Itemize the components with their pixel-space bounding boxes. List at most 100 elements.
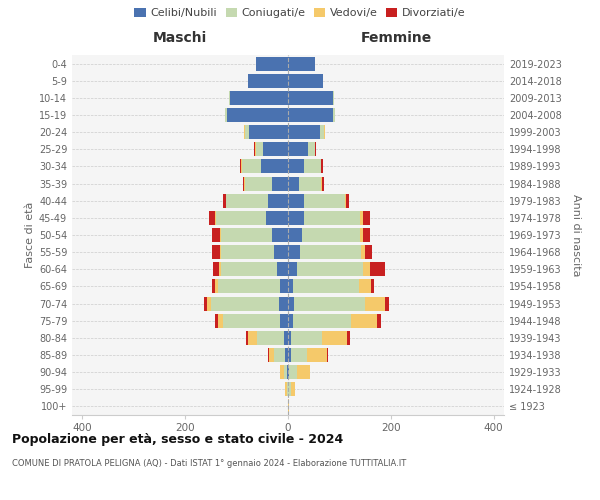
Bar xyxy=(361,245,365,259)
Bar xyxy=(215,211,216,225)
Bar xyxy=(288,314,293,328)
Bar xyxy=(377,314,380,328)
Bar xyxy=(204,296,207,310)
Bar xyxy=(288,74,323,88)
Bar xyxy=(297,262,363,276)
Bar xyxy=(290,382,295,396)
Bar xyxy=(288,365,289,379)
Bar xyxy=(293,280,359,293)
Bar xyxy=(218,280,280,293)
Bar xyxy=(248,331,257,345)
Bar xyxy=(221,262,277,276)
Bar xyxy=(225,108,227,122)
Bar xyxy=(263,142,288,156)
Bar xyxy=(287,365,288,379)
Bar xyxy=(284,331,288,345)
Bar xyxy=(280,280,288,293)
Bar xyxy=(277,262,288,276)
Bar xyxy=(226,194,268,207)
Bar xyxy=(359,280,371,293)
Bar xyxy=(207,296,211,310)
Bar xyxy=(288,160,304,173)
Bar xyxy=(272,176,288,190)
Bar xyxy=(370,262,385,276)
Bar xyxy=(322,176,324,190)
Bar xyxy=(288,400,289,413)
Bar xyxy=(286,382,287,396)
Text: Femmine: Femmine xyxy=(361,30,431,44)
Bar xyxy=(261,160,288,173)
Bar xyxy=(256,56,288,70)
Bar xyxy=(220,228,221,242)
Bar xyxy=(242,160,261,173)
Bar xyxy=(315,142,316,156)
Legend: Celibi/Nubili, Coniugati/e, Vedovi/e, Divorziati/e: Celibi/Nubili, Coniugati/e, Vedovi/e, Di… xyxy=(132,6,468,20)
Bar xyxy=(288,382,290,396)
Bar xyxy=(274,245,288,259)
Bar xyxy=(219,262,221,276)
Bar xyxy=(289,365,297,379)
Bar xyxy=(326,348,328,362)
Bar xyxy=(288,91,333,105)
Bar xyxy=(288,142,308,156)
Y-axis label: Anni di nascita: Anni di nascita xyxy=(571,194,581,276)
Bar xyxy=(371,280,374,293)
Bar xyxy=(212,245,220,259)
Bar xyxy=(299,176,321,190)
Bar xyxy=(257,331,284,345)
Bar xyxy=(365,296,385,310)
Bar xyxy=(321,176,322,190)
Bar xyxy=(302,228,360,242)
Bar xyxy=(279,296,288,310)
Bar xyxy=(284,365,287,379)
Bar xyxy=(223,314,280,328)
Bar xyxy=(266,211,288,225)
Bar xyxy=(245,125,250,139)
Bar xyxy=(268,348,269,362)
Bar xyxy=(385,296,389,310)
Bar xyxy=(288,211,304,225)
Bar xyxy=(268,194,288,207)
Bar xyxy=(288,56,315,70)
Bar xyxy=(215,314,218,328)
Bar xyxy=(243,176,244,190)
Bar xyxy=(220,245,221,259)
Bar xyxy=(365,245,373,259)
Bar xyxy=(346,194,349,207)
Bar xyxy=(218,314,223,328)
Bar xyxy=(250,125,288,139)
Bar xyxy=(320,125,324,139)
Bar xyxy=(287,382,288,396)
Bar xyxy=(304,211,360,225)
Bar xyxy=(211,296,279,310)
Y-axis label: Fasce di età: Fasce di età xyxy=(25,202,35,268)
Bar xyxy=(274,348,286,362)
Bar xyxy=(288,125,320,139)
Bar xyxy=(308,142,315,156)
Bar xyxy=(227,108,288,122)
Bar xyxy=(333,108,335,122)
Bar xyxy=(362,211,370,225)
Bar xyxy=(344,194,346,207)
Bar xyxy=(290,331,322,345)
Bar xyxy=(256,142,263,156)
Bar xyxy=(280,365,284,379)
Bar xyxy=(360,211,362,225)
Text: COMUNE DI PRATOLA PELIGNA (AQ) - Dati ISTAT 1° gennaio 2024 - Elaborazione TUTTI: COMUNE DI PRATOLA PELIGNA (AQ) - Dati IS… xyxy=(12,459,406,468)
Bar xyxy=(290,348,307,362)
Bar xyxy=(288,245,301,259)
Bar xyxy=(304,194,344,207)
Bar xyxy=(223,194,226,207)
Bar xyxy=(288,296,294,310)
Bar xyxy=(297,365,310,379)
Bar xyxy=(255,142,256,156)
Bar xyxy=(216,211,266,225)
Bar xyxy=(247,331,248,345)
Bar xyxy=(288,280,293,293)
Bar xyxy=(245,176,272,190)
Bar xyxy=(288,228,302,242)
Bar xyxy=(288,176,299,190)
Bar xyxy=(304,160,321,173)
Bar xyxy=(248,74,288,88)
Bar xyxy=(301,245,361,259)
